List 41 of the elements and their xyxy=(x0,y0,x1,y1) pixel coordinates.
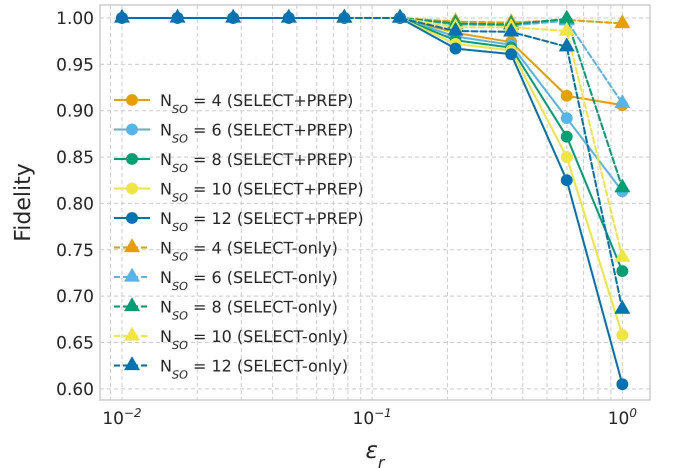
point xyxy=(170,8,186,23)
y-tick-label: 1.00 xyxy=(56,8,94,29)
y-tick-label: 0.90 xyxy=(56,102,94,122)
point xyxy=(616,265,628,278)
y-tick-label: 0.95 xyxy=(56,55,94,76)
legend-label: N$_{SO}$ = 8 (SELECT+PREP) xyxy=(160,150,354,174)
y-tick-label: 0.70 xyxy=(56,287,94,308)
legend-label: N$_{SO}$ = 10 (SELECT-only) xyxy=(160,327,348,352)
x-tick-label: 10$^{−1}$ xyxy=(352,406,392,429)
y-tick-label: 0.80 xyxy=(56,194,94,214)
y-tick-label: 0.85 xyxy=(56,148,94,168)
legend-label: N$_{SO}$ = 4 (SELECT-only) xyxy=(160,238,338,263)
legend-label: N$_{SO}$ = 6 (SELECT-only) xyxy=(160,268,338,292)
y-axis-title: Fidelity xyxy=(11,163,36,242)
point xyxy=(114,8,130,23)
point xyxy=(560,112,573,124)
point xyxy=(448,22,464,36)
point xyxy=(558,38,575,52)
point xyxy=(560,151,573,163)
legend-label: N$_{SO}$ = 12 (SELECT-only) xyxy=(160,356,348,381)
legend-label: N$_{SO}$ = 4 (SELECT+PREP) xyxy=(160,91,354,116)
x-axis-title: ε$_{r}$ xyxy=(365,438,386,468)
y-tick-label: 0.75 xyxy=(56,240,94,261)
y-tick-label: 0.65 xyxy=(56,334,94,354)
x-tick-label: 10$^{0}$ xyxy=(608,406,637,429)
point xyxy=(560,174,573,186)
legend-label: N$_{SO}$ = 12 (SELECT+PREP) xyxy=(160,209,364,234)
point xyxy=(280,8,297,23)
point xyxy=(558,22,575,36)
point xyxy=(614,14,630,28)
y-tick-label: 0.60 xyxy=(56,380,94,400)
point xyxy=(560,90,573,102)
point xyxy=(616,329,628,341)
point xyxy=(225,8,242,23)
legend-label: N$_{SO}$ = 6 (SELECT+PREP) xyxy=(160,120,354,145)
point xyxy=(560,130,573,143)
legend-label: N$_{SO}$ = 10 (SELECT+PREP) xyxy=(160,180,364,204)
legend-label: N$_{SO}$ = 8 (SELECT-only) xyxy=(160,298,338,322)
point xyxy=(616,378,628,390)
point xyxy=(503,22,520,36)
x-tick-label: 10$^{−2}$ xyxy=(102,406,142,429)
